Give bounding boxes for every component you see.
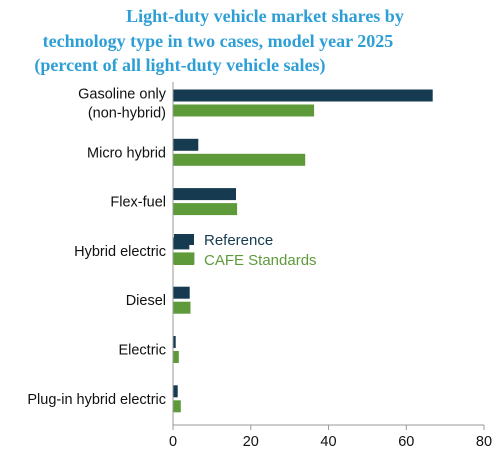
x-tick-label-2: 40 <box>320 434 336 450</box>
legend-label-1: CAFE Standards <box>204 252 317 269</box>
legend-swatch-0 <box>174 234 194 245</box>
category-label-0-0: Gasoline only <box>78 87 167 103</box>
category-label-1-0: Micro hybrid <box>87 145 166 161</box>
category-label-5-0: Electric <box>118 343 166 359</box>
bar-0-6 <box>173 385 178 398</box>
category-labels: Gasoline only (non-hybrid) Micro hybrid Fle… <box>27 87 166 408</box>
category-label-2-0: Flex-fuel <box>110 195 166 211</box>
title-line-1: Light-duty vehicle market shares by <box>126 6 404 26</box>
bar-1-5 <box>173 351 179 363</box>
x-axis: 0 20 40 60 80 <box>169 82 492 450</box>
title-line-2: technology type in two cases, model year… <box>43 31 394 51</box>
legend-label-0: Reference <box>204 232 273 249</box>
category-label-6-0: Plug-in hybrid electric <box>27 392 166 408</box>
x-tick-label-1: 20 <box>243 434 259 450</box>
x-tick-label-0: 0 <box>169 434 177 450</box>
category-label-3-0: Hybrid electric <box>74 244 166 260</box>
bar-1-1 <box>173 153 306 166</box>
x-tick-label-4: 80 <box>476 434 492 450</box>
title-line-3: (percent of all light-duty vehicle sales… <box>34 55 325 76</box>
bar-0-2 <box>173 188 236 201</box>
x-tick-label-3: 60 <box>398 434 414 450</box>
bar-0-4 <box>173 286 190 299</box>
chart-title: Light-duty vehicle market shares by tech… <box>34 6 403 76</box>
bar-1-4 <box>173 301 191 314</box>
bar-0-1 <box>173 138 199 151</box>
bars-layer <box>173 89 433 413</box>
bar-0-5 <box>173 336 176 348</box>
bar-0-0 <box>173 89 433 102</box>
legend-swatch-1 <box>174 254 194 265</box>
category-label-0-1: (non-hybrid) <box>88 106 166 122</box>
bar-1-0 <box>173 104 315 117</box>
bar-1-6 <box>173 400 181 413</box>
category-label-4-0: Diesel <box>126 293 166 309</box>
bar-1-2 <box>173 203 238 216</box>
legend: Reference CAFE Standards <box>174 232 317 269</box>
